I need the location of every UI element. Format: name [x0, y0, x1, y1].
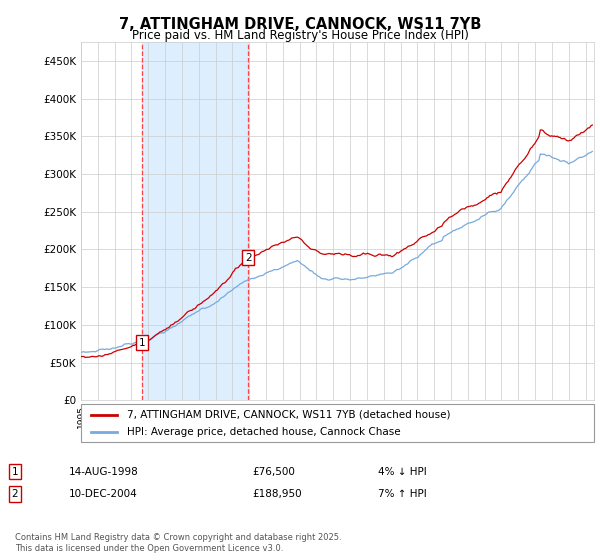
- Text: Price paid vs. HM Land Registry's House Price Index (HPI): Price paid vs. HM Land Registry's House …: [131, 29, 469, 42]
- Text: 2: 2: [245, 253, 251, 263]
- Text: 4% ↓ HPI: 4% ↓ HPI: [378, 466, 427, 477]
- Text: 1: 1: [139, 338, 145, 348]
- Text: 14-AUG-1998: 14-AUG-1998: [69, 466, 139, 477]
- Text: 7% ↑ HPI: 7% ↑ HPI: [378, 489, 427, 499]
- Text: 10-DEC-2004: 10-DEC-2004: [69, 489, 138, 499]
- Text: £188,950: £188,950: [252, 489, 302, 499]
- FancyBboxPatch shape: [81, 404, 594, 442]
- Text: 7, ATTINGHAM DRIVE, CANNOCK, WS11 7YB (detached house): 7, ATTINGHAM DRIVE, CANNOCK, WS11 7YB (d…: [127, 409, 451, 419]
- Text: 1: 1: [11, 466, 19, 477]
- Text: 2: 2: [11, 489, 19, 499]
- Text: HPI: Average price, detached house, Cannock Chase: HPI: Average price, detached house, Cann…: [127, 427, 401, 437]
- Text: Contains HM Land Registry data © Crown copyright and database right 2025.
This d: Contains HM Land Registry data © Crown c…: [15, 533, 341, 553]
- Text: £76,500: £76,500: [252, 466, 295, 477]
- Bar: [142, 42, 248, 400]
- Text: 7, ATTINGHAM DRIVE, CANNOCK, WS11 7YB: 7, ATTINGHAM DRIVE, CANNOCK, WS11 7YB: [119, 17, 481, 32]
